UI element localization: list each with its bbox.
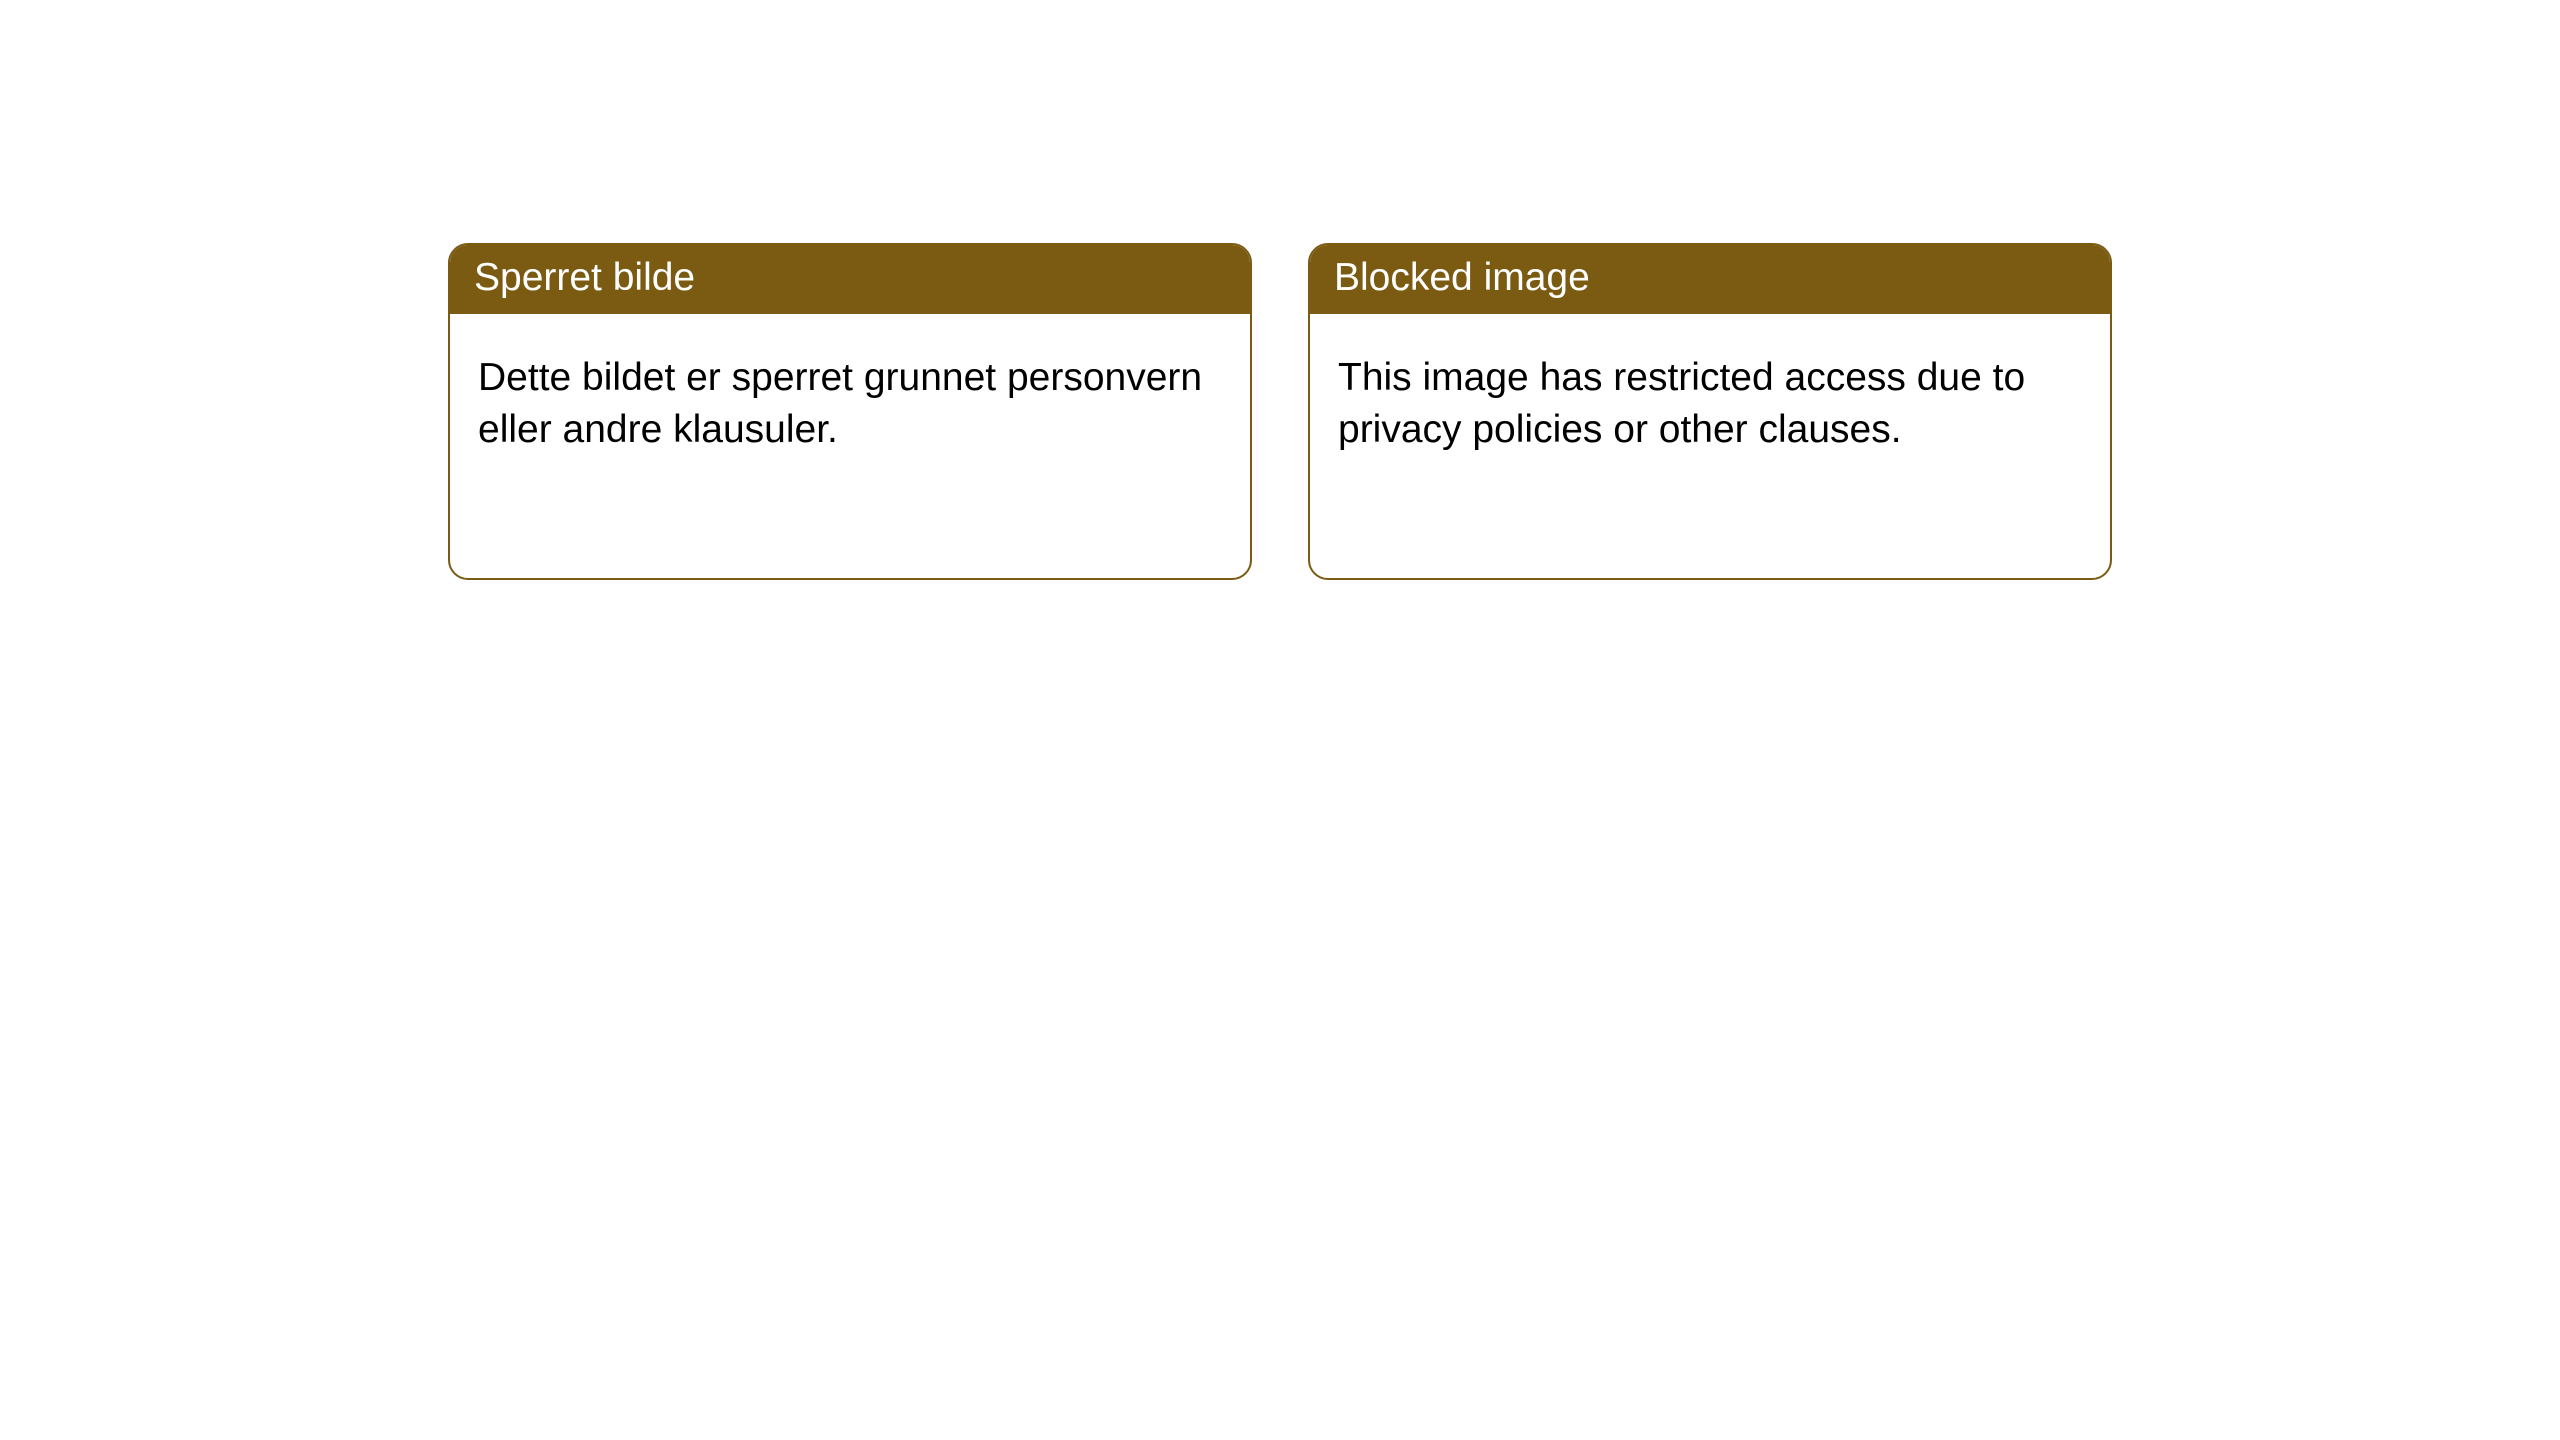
blocked-image-card-no: Sperret bilde Dette bildet er sperret gr… (448, 243, 1252, 580)
card-header-no: Sperret bilde (450, 245, 1250, 314)
card-container: Sperret bilde Dette bildet er sperret gr… (0, 0, 2560, 580)
card-title-no: Sperret bilde (474, 256, 695, 299)
card-header-en: Blocked image (1310, 245, 2110, 314)
card-body-text-en: This image has restricted access due to … (1338, 356, 2025, 451)
card-body-en: This image has restricted access due to … (1310, 314, 2110, 484)
card-title-en: Blocked image (1334, 256, 1590, 299)
card-body-text-no: Dette bildet er sperret grunnet personve… (478, 356, 1202, 451)
blocked-image-card-en: Blocked image This image has restricted … (1308, 243, 2112, 580)
card-body-no: Dette bildet er sperret grunnet personve… (450, 314, 1250, 484)
